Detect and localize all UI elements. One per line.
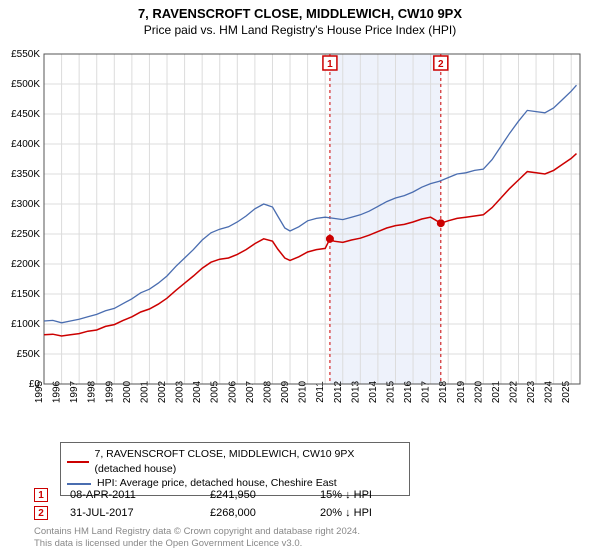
svg-text:£550K: £550K: [11, 49, 40, 60]
title-subtitle: Price paid vs. HM Land Registry's House …: [0, 23, 600, 37]
svg-text:1: 1: [327, 59, 333, 70]
sales-table: 1 08-APR-2011 £241,950 15% ↓ HPI 2 31-JU…: [34, 486, 470, 522]
marker-badge: 2: [34, 506, 48, 520]
svg-text:1995: 1995: [34, 380, 45, 403]
legend-swatch: [67, 461, 89, 463]
legend-swatch: [67, 483, 91, 485]
svg-text:£200K: £200K: [11, 259, 40, 270]
svg-text:£400K: £400K: [11, 139, 40, 150]
legend-item: 7, RAVENSCROFT CLOSE, MIDDLEWICH, CW10 9…: [67, 447, 403, 476]
table-row: 1 08-APR-2011 £241,950 15% ↓ HPI: [34, 486, 470, 504]
sale-date: 08-APR-2011: [70, 489, 210, 501]
svg-text:£250K: £250K: [11, 229, 40, 240]
legend-label: 7, RAVENSCROFT CLOSE, MIDDLEWICH, CW10 9…: [95, 447, 404, 476]
svg-text:£350K: £350K: [11, 169, 40, 180]
svg-text:£100K: £100K: [11, 319, 40, 330]
chart-container: 7, RAVENSCROFT CLOSE, MIDDLEWICH, CW10 9…: [0, 0, 600, 560]
title-address: 7, RAVENSCROFT CLOSE, MIDDLEWICH, CW10 9…: [0, 6, 600, 21]
sale-delta: 20% ↓ HPI: [320, 507, 470, 519]
svg-text:£50K: £50K: [17, 349, 41, 360]
footer-line: This data is licensed under the Open Gov…: [34, 538, 360, 550]
marker-badge: 1: [34, 488, 48, 502]
sale-delta: 15% ↓ HPI: [320, 489, 470, 501]
footer-line: Contains HM Land Registry data © Crown c…: [34, 526, 360, 538]
footer: Contains HM Land Registry data © Crown c…: [34, 526, 360, 550]
chart-area: £0£50K£100K£150K£200K£250K£300K£350K£400…: [44, 48, 584, 418]
title-block: 7, RAVENSCROFT CLOSE, MIDDLEWICH, CW10 9…: [0, 0, 600, 37]
svg-text:£150K: £150K: [11, 289, 40, 300]
sale-price: £268,000: [210, 507, 320, 519]
svg-text:£300K: £300K: [11, 199, 40, 210]
sale-price: £241,950: [210, 489, 320, 501]
table-row: 2 31-JUL-2017 £268,000 20% ↓ HPI: [34, 504, 470, 522]
svg-text:2: 2: [438, 59, 444, 70]
svg-text:£500K: £500K: [11, 79, 40, 90]
sale-date: 31-JUL-2017: [70, 507, 210, 519]
chart-svg: £0£50K£100K£150K£200K£250K£300K£350K£400…: [44, 48, 584, 418]
svg-text:£450K: £450K: [11, 109, 40, 120]
